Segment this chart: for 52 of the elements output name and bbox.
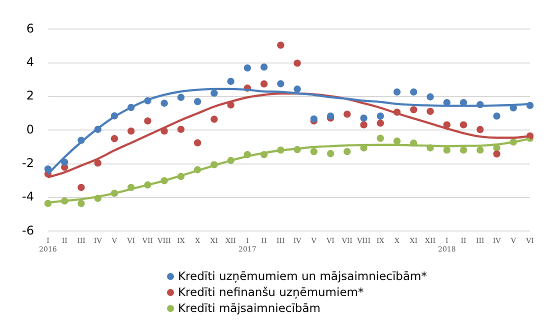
point xyxy=(160,100,168,107)
point xyxy=(177,126,185,133)
point xyxy=(426,93,434,100)
point xyxy=(493,112,500,120)
point xyxy=(360,114,368,122)
point xyxy=(376,112,384,120)
point xyxy=(393,88,401,96)
point xyxy=(376,120,384,127)
point xyxy=(194,98,202,106)
point xyxy=(227,78,234,85)
point xyxy=(277,80,284,88)
point xyxy=(344,110,351,118)
point xyxy=(78,200,85,208)
point xyxy=(360,121,368,128)
point xyxy=(294,60,301,67)
point xyxy=(127,127,135,135)
y-tick-label: 0 xyxy=(26,122,34,136)
point xyxy=(110,135,118,142)
point xyxy=(344,148,351,156)
point xyxy=(294,86,301,93)
point xyxy=(210,90,218,97)
point xyxy=(493,150,500,158)
y-tick-label: 2 xyxy=(26,88,34,103)
y-tick-label: -4 xyxy=(22,190,34,204)
point xyxy=(426,108,434,115)
point xyxy=(277,42,284,49)
point xyxy=(94,159,102,167)
point xyxy=(376,134,384,142)
point xyxy=(210,116,218,123)
point xyxy=(260,63,268,71)
point xyxy=(410,106,418,114)
legend-label: Kredīti uzņēmumiem un mājsaimniecībām* xyxy=(178,268,427,284)
point xyxy=(460,121,468,128)
y-tick-label: 6 xyxy=(26,21,34,36)
y-tick-label: -6 xyxy=(22,223,34,238)
point xyxy=(260,80,268,88)
y-tick-label: 4 xyxy=(26,54,34,69)
point xyxy=(460,146,468,154)
point xyxy=(144,117,152,125)
point xyxy=(393,138,401,145)
point xyxy=(476,126,484,134)
y-tick-label: -2 xyxy=(22,156,34,170)
point xyxy=(410,88,418,96)
legend-label: Kredīti mājsaimniecībām xyxy=(178,300,320,316)
point xyxy=(177,94,185,101)
legend-label: Kredīti nefinanšu uzņēmumiem* xyxy=(178,284,364,300)
point xyxy=(310,148,318,156)
point xyxy=(194,139,202,146)
point xyxy=(326,150,334,158)
point xyxy=(78,184,85,192)
point xyxy=(244,64,252,72)
point xyxy=(476,146,484,154)
